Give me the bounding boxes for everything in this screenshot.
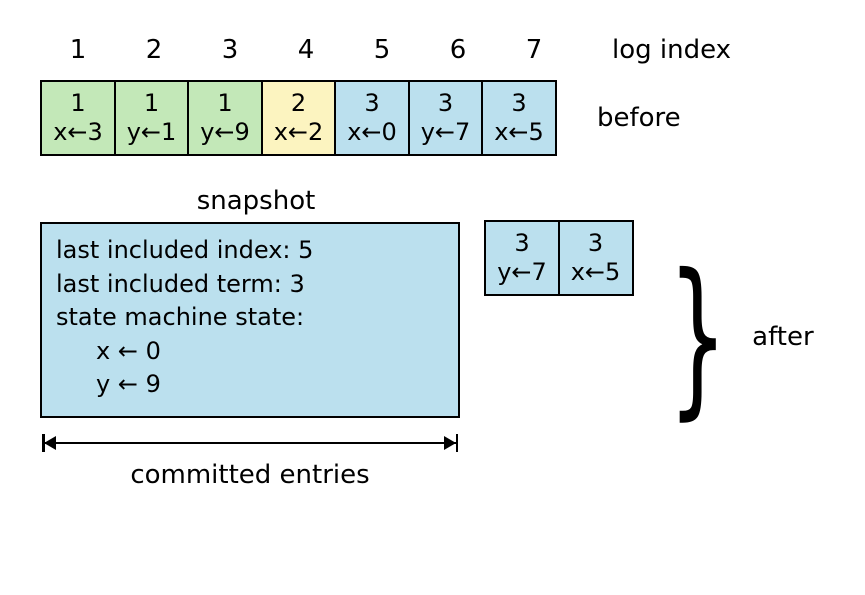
log-entry-cmd: y←1: [127, 118, 177, 147]
snapshot-line: last included index: 5: [56, 234, 444, 268]
index-row: 1234567 log index: [40, 30, 825, 70]
log-entry-term: 3: [588, 229, 603, 258]
log-entry: 1y←1: [114, 80, 190, 156]
log-entry: 1y←9: [187, 80, 263, 156]
brace-column: } after: [668, 210, 838, 380]
snapshot-line: state machine state:: [56, 301, 444, 335]
log-entry-term: 1: [144, 89, 159, 118]
after-row: last included index: 5 last included ter…: [40, 222, 825, 418]
snapshot-line: last included term: 3: [56, 268, 444, 302]
log-entry-term: 1: [70, 89, 85, 118]
index-cell: 2: [116, 35, 192, 65]
log-entry-term: 2: [291, 89, 306, 118]
index-cell: 4: [268, 35, 344, 65]
committed-extent-arrow: [40, 432, 460, 456]
before-label: before: [597, 103, 681, 133]
snapshot-label: snapshot: [46, 186, 466, 216]
before-row: 1x←31y←11y←92x←23x←03y←73x←5 before: [40, 80, 825, 156]
index-cell: 1: [40, 35, 116, 65]
log-entry-term: 3: [364, 89, 379, 118]
index-cell: 6: [420, 35, 496, 65]
log-entry-cmd: y←9: [200, 118, 250, 147]
log-index-label: log index: [612, 35, 731, 65]
log-entry-term: 3: [438, 89, 453, 118]
index-cell: 7: [496, 35, 572, 65]
log-entry-cmd: x←0: [347, 118, 397, 147]
log-entry: 2x←2: [261, 80, 337, 156]
log-entry-cmd: y←7: [421, 118, 471, 147]
log-entry-cmd: x←5: [494, 118, 544, 147]
log-entry-cmd: x←3: [53, 118, 103, 147]
after-strip: 3y←73x←5: [484, 220, 634, 296]
log-entry: 3x←5: [558, 220, 634, 296]
log-entry: 3x←0: [334, 80, 410, 156]
log-entry: 3y←7: [484, 220, 560, 296]
before-strip: 1x←31y←11y←92x←23x←03y←73x←5: [40, 80, 557, 156]
committed-label: committed entries: [40, 460, 460, 490]
log-entry: 3y←7: [408, 80, 484, 156]
log-entry-term: 3: [514, 229, 529, 258]
log-entry-cmd: x←2: [274, 118, 324, 147]
after-block: snapshot last included index: 5 last inc…: [40, 186, 825, 490]
snapshot-state-y: y ← 9: [56, 368, 444, 402]
index-cell: 5: [344, 35, 420, 65]
snapshot-state-x: x ← 0: [56, 335, 444, 369]
log-entry-cmd: x←5: [571, 258, 621, 287]
index-strip: 1234567: [40, 35, 572, 65]
log-entry-term: 1: [217, 89, 232, 118]
log-entry-term: 3: [511, 89, 526, 118]
snapshot-box: last included index: 5 last included ter…: [40, 222, 460, 418]
log-entry-cmd: y←7: [497, 258, 547, 287]
log-entry: 1x←3: [40, 80, 116, 156]
index-cell: 3: [192, 35, 268, 65]
committed-block: committed entries: [40, 432, 825, 490]
after-label: after: [752, 322, 814, 352]
curly-brace-icon: }: [668, 252, 727, 422]
log-entry: 3x←5: [481, 80, 557, 156]
